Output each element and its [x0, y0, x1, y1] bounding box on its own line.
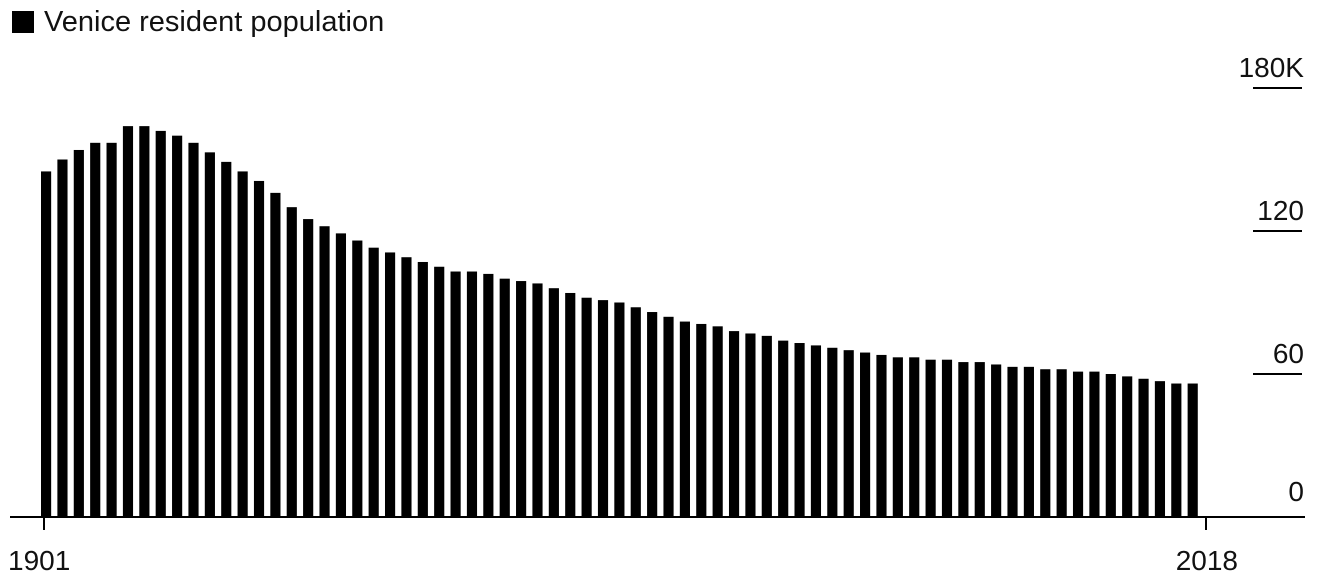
bar-45 [778, 340, 789, 517]
bar-25 [450, 271, 461, 517]
bar-59 [1007, 366, 1018, 517]
bar-27 [483, 273, 494, 517]
bar-23 [417, 261, 428, 517]
bar-38 [663, 316, 674, 517]
bar-70 [1187, 383, 1198, 517]
bar-35 [614, 302, 625, 517]
bar-22 [401, 257, 412, 517]
bar-51 [876, 354, 887, 517]
bar-41 [712, 326, 723, 517]
bar-1 [57, 159, 68, 517]
bar-62 [1056, 369, 1067, 517]
bar-24 [434, 266, 445, 517]
bar-29 [516, 281, 527, 517]
bar-4 [106, 142, 117, 517]
bar-5 [122, 126, 134, 517]
y-tick-label-3: 0 [1288, 476, 1304, 507]
bar-6 [139, 126, 150, 517]
bar-46 [794, 343, 805, 517]
bar-69 [1171, 383, 1182, 517]
bar-2 [73, 149, 84, 517]
bar-42 [728, 331, 740, 517]
bar-49 [843, 350, 854, 517]
bar-21 [384, 252, 396, 517]
bar-56 [958, 362, 969, 517]
bar-18 [335, 233, 347, 517]
y-axis-group: 180K 120 60 0 [1239, 52, 1305, 507]
bar-54 [925, 359, 936, 517]
bar-30 [532, 283, 543, 517]
bar-17 [319, 226, 330, 518]
bar-50 [860, 352, 871, 517]
y-tick-label-2: 60 [1273, 338, 1304, 369]
bar-55 [941, 359, 953, 517]
bar-65 [1105, 374, 1116, 517]
bar-66 [1122, 376, 1133, 517]
bar-20 [368, 247, 379, 517]
y-tick-label-1: 120 [1257, 195, 1304, 226]
bar-40 [696, 323, 707, 517]
bar-39 [679, 321, 690, 517]
bar-37 [647, 312, 658, 517]
bar-10 [204, 152, 215, 517]
bar-48 [827, 347, 838, 517]
bar-36 [630, 307, 641, 517]
legend-label: Venice resident population [44, 5, 385, 38]
x-tick-label-start: 1901 [8, 545, 70, 576]
legend-swatch [12, 11, 34, 33]
bar-31 [548, 288, 559, 517]
bar-47 [810, 345, 822, 517]
bar-0 [41, 171, 52, 518]
bar-19 [352, 240, 363, 517]
bar-33 [581, 297, 592, 517]
bar-34 [597, 300, 609, 517]
bar-16 [303, 219, 314, 517]
bar-68 [1154, 381, 1166, 517]
bar-7 [155, 130, 166, 517]
bar-52 [892, 357, 903, 517]
bar-57 [974, 362, 985, 517]
bar-26 [466, 271, 478, 517]
bars-group [41, 126, 1198, 518]
bar-60 [1023, 366, 1034, 517]
bar-8 [172, 135, 183, 518]
bar-15 [286, 207, 297, 518]
bar-9 [188, 142, 199, 517]
bar-43 [745, 333, 756, 517]
bar-53 [909, 357, 920, 517]
bar-58 [991, 364, 1002, 517]
bar-13 [253, 180, 265, 517]
bar-11 [221, 161, 232, 517]
bar-32 [565, 292, 576, 517]
bar-44 [761, 335, 772, 517]
x-tick-label-end: 2018 [1176, 545, 1238, 576]
bar-28 [499, 278, 510, 517]
bar-14 [270, 192, 281, 517]
bar-61 [1040, 369, 1051, 517]
bar-67 [1138, 378, 1149, 517]
legend: Venice resident population [12, 6, 384, 38]
y-tick-label-0: 180K [1239, 52, 1305, 83]
bar-63 [1072, 371, 1084, 517]
bar-3 [90, 142, 101, 517]
bar-12 [237, 171, 248, 518]
bar-64 [1089, 371, 1100, 517]
